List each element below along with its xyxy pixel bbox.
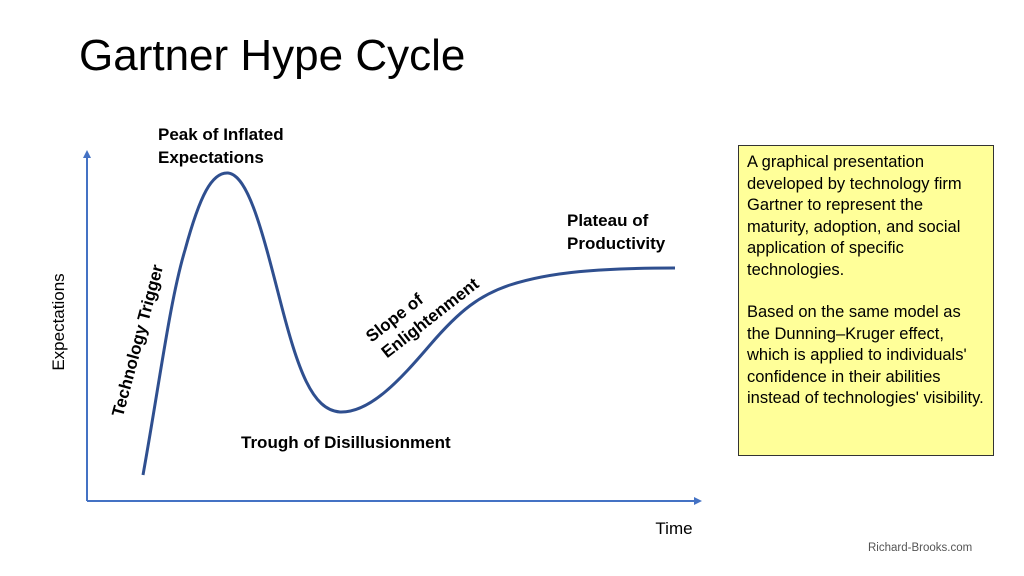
credit-text: Richard-Brooks.com — [868, 542, 973, 554]
definition-box: A graphical presentation developed by te… — [738, 145, 994, 456]
plateau-label-line1: Plateau of — [567, 211, 649, 230]
technology-trigger-label: Technology Trigger — [108, 262, 167, 418]
slide-title: Gartner Hype Cycle — [79, 31, 466, 80]
peak-label-line2: Expectations — [158, 148, 264, 167]
plateau-label-line2: Productivity — [567, 234, 666, 253]
dunning-kruger-paragraph: Based on the same model as the Dunning–K… — [747, 303, 984, 407]
trough-label: Trough of Disillusionment — [241, 433, 451, 452]
hype-curve — [141, 171, 676, 476]
x-axis-label: Time — [655, 519, 692, 538]
peak-label-line1: Peak of Inflated — [158, 125, 284, 144]
y-axis-label: Expectations — [49, 273, 68, 370]
definition-paragraph: A graphical presentation developed by te… — [747, 153, 962, 279]
